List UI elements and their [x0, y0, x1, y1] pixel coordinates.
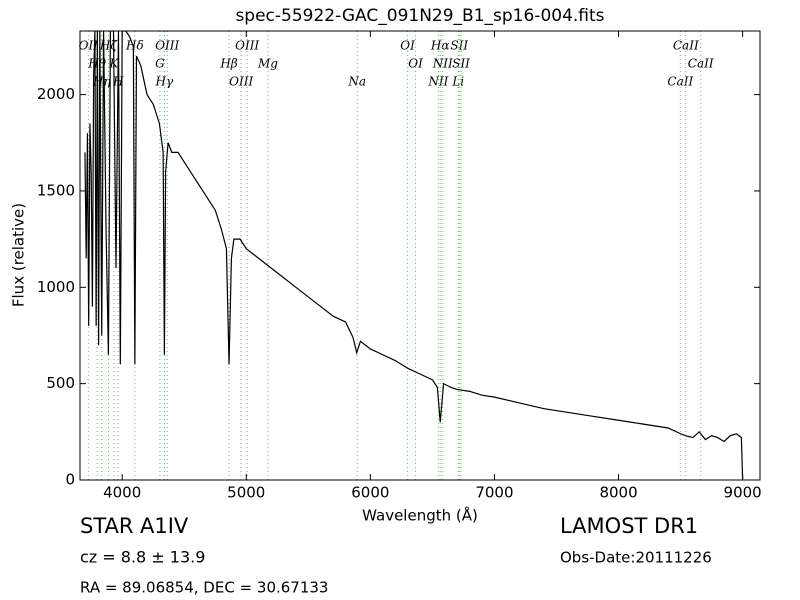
spectral-line-label: OII: [79, 39, 99, 53]
spectral-line-label: Hζ: [99, 39, 118, 53]
spectral-line-label: OI: [408, 57, 423, 71]
y-tick-label: 0: [65, 471, 75, 489]
spectral-line-label: NII: [432, 57, 453, 71]
survey: LAMOST DR1: [560, 514, 698, 538]
spectral-line-label: SII: [450, 39, 468, 53]
spectral-line-label: Na: [347, 75, 366, 89]
spectral-line-label: OI: [400, 39, 415, 53]
redshift: cz = 8.8 ± 13.9: [80, 548, 205, 567]
spectral-line-label: G: [155, 57, 165, 71]
x-tick-label: 7000: [475, 484, 513, 502]
spectral-line-label: Hβ: [219, 57, 237, 71]
y-tick-label: 500: [46, 374, 75, 392]
plot-frame: [79, 30, 761, 481]
spectral-line-label: Mg: [257, 57, 278, 71]
spectral-line-label: Hγ: [155, 75, 174, 89]
y-tick-label: 1000: [37, 278, 75, 296]
chart-title: spec-55922-GAC_091N29_B1_sp16-004.fits: [235, 6, 604, 26]
x-tick-label: 4000: [103, 484, 141, 502]
y-axis-label: Flux (relative): [10, 203, 28, 307]
spectrum-line: [84, 31, 744, 480]
spectral-line-label: OIII: [235, 39, 259, 53]
spectral-line-label: NII: [427, 75, 448, 89]
spectral-line-label: Li: [451, 75, 464, 89]
x-tick-label: 9000: [724, 484, 762, 502]
spectral-line-label: Hα: [430, 39, 450, 53]
y-tick-label: 2000: [37, 85, 75, 103]
x-axis-label: Wavelength (Å): [362, 506, 478, 525]
spectral-line-label: SII: [452, 57, 470, 71]
spectral-line-label: Hδ: [125, 39, 144, 53]
x-tick-label: 8000: [599, 484, 637, 502]
x-tick-label: 6000: [351, 484, 389, 502]
obs-date: Obs-Date:20111226: [560, 549, 712, 567]
object-class: STAR: [80, 514, 133, 538]
spectral-line-label: CaII: [667, 75, 693, 89]
spectral-line-label: CaII: [673, 39, 699, 53]
spectral-line-label: OIII: [229, 75, 253, 89]
coordinates: RA = 89.06854, DEC = 30.67133: [80, 579, 328, 597]
spectral-line-label: OIII: [155, 39, 179, 53]
spectral-line-label: CaII: [688, 57, 714, 71]
x-tick-label: 5000: [227, 484, 265, 502]
y-tick-label: 1500: [37, 181, 75, 199]
object-subclass: A1IV: [140, 514, 189, 538]
